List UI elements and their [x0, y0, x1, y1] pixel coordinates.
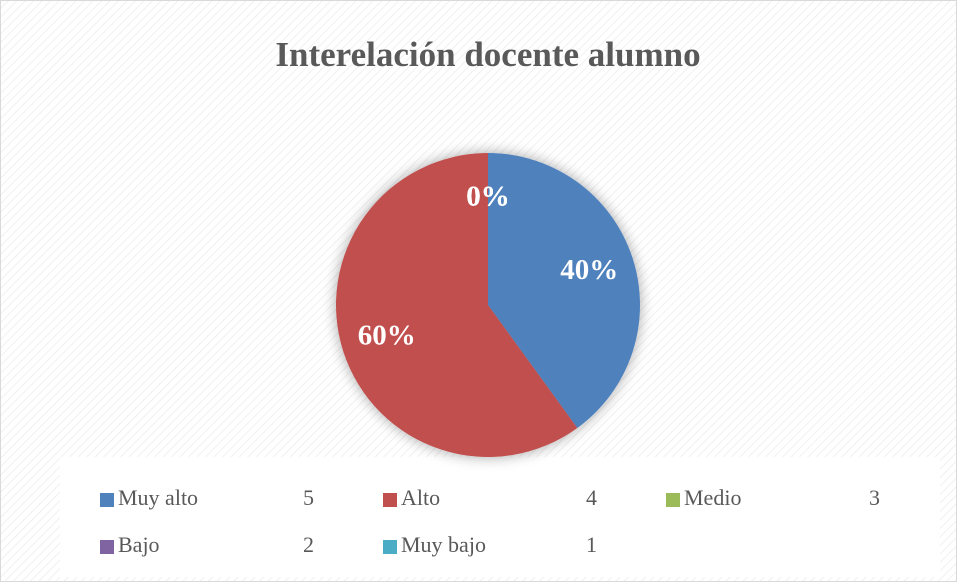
legend-label: Muy alto	[118, 485, 198, 510]
data-label: 60%	[358, 320, 416, 352]
data-label: 40%	[560, 254, 618, 286]
legend-code: 1	[586, 532, 597, 557]
legend-swatch	[666, 493, 680, 507]
pie-slice	[335, 153, 578, 457]
pie-slice	[488, 153, 641, 428]
chart-title: Interelación docente alumno	[275, 35, 700, 74]
legend-code: 2	[303, 532, 314, 557]
legend: Muy alto 5 Alto 4 Medio 3 Bajo 2 Muy bajo 1	[100, 485, 880, 557]
data-label: 0%	[466, 180, 510, 212]
data-label: 0%	[466, 180, 510, 212]
legend-code: 4	[586, 485, 597, 510]
legend-code: 3	[869, 485, 880, 510]
legend-swatch	[100, 493, 114, 507]
legend-code: 5	[303, 485, 314, 510]
legend-box	[60, 457, 940, 577]
pie	[335, 153, 641, 457]
legend-label: Muy bajo	[401, 532, 486, 557]
legend-swatch	[100, 540, 114, 554]
legend-swatch	[383, 540, 397, 554]
data-labels: 40%60%0%0%0%	[358, 180, 618, 351]
legend-label: Bajo	[118, 532, 160, 557]
legend-label: Alto	[401, 485, 440, 510]
legend-swatch	[383, 493, 397, 507]
data-label: 0%	[466, 180, 510, 212]
legend-label: Medio	[684, 485, 741, 510]
